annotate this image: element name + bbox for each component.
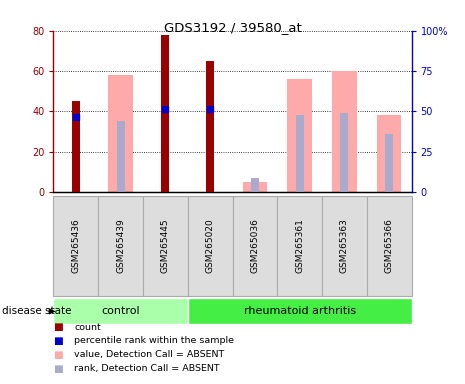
Text: control: control <box>101 306 140 316</box>
Text: count: count <box>74 323 101 332</box>
Bar <box>206 61 214 192</box>
Bar <box>108 75 133 192</box>
Text: GDS3192 / 39580_at: GDS3192 / 39580_at <box>164 21 301 34</box>
Text: disease state: disease state <box>2 306 72 316</box>
FancyBboxPatch shape <box>277 196 322 296</box>
Bar <box>377 115 401 192</box>
Text: value, Detection Call = ABSENT: value, Detection Call = ABSENT <box>74 350 225 359</box>
Text: ■: ■ <box>53 336 63 346</box>
Text: GSM265366: GSM265366 <box>385 218 394 273</box>
FancyBboxPatch shape <box>322 196 367 296</box>
FancyBboxPatch shape <box>53 298 188 324</box>
Bar <box>243 182 267 192</box>
Bar <box>287 79 312 192</box>
Bar <box>251 178 259 192</box>
FancyBboxPatch shape <box>98 196 143 296</box>
Bar <box>385 134 393 192</box>
Text: GSM265363: GSM265363 <box>340 218 349 273</box>
FancyBboxPatch shape <box>53 196 98 296</box>
Bar <box>332 71 357 192</box>
Text: GSM265036: GSM265036 <box>250 218 259 273</box>
Bar <box>72 101 80 192</box>
Bar <box>340 113 348 192</box>
Text: ■: ■ <box>53 322 63 332</box>
Text: ■: ■ <box>53 350 63 360</box>
FancyBboxPatch shape <box>232 196 277 296</box>
Text: rheumatoid arthritis: rheumatoid arthritis <box>244 306 356 316</box>
Text: GSM265445: GSM265445 <box>161 218 170 273</box>
Text: percentile rank within the sample: percentile rank within the sample <box>74 336 234 346</box>
FancyBboxPatch shape <box>367 196 412 296</box>
Text: GSM265361: GSM265361 <box>295 218 304 273</box>
Bar <box>296 115 304 192</box>
FancyBboxPatch shape <box>188 196 232 296</box>
FancyBboxPatch shape <box>143 196 188 296</box>
Text: ■: ■ <box>53 364 63 374</box>
Text: rank, Detection Call = ABSENT: rank, Detection Call = ABSENT <box>74 364 220 373</box>
Text: GSM265436: GSM265436 <box>71 218 80 273</box>
Bar <box>117 121 125 192</box>
Text: GSM265439: GSM265439 <box>116 218 125 273</box>
Bar <box>161 35 169 192</box>
Text: GSM265020: GSM265020 <box>206 218 215 273</box>
FancyBboxPatch shape <box>188 298 412 324</box>
